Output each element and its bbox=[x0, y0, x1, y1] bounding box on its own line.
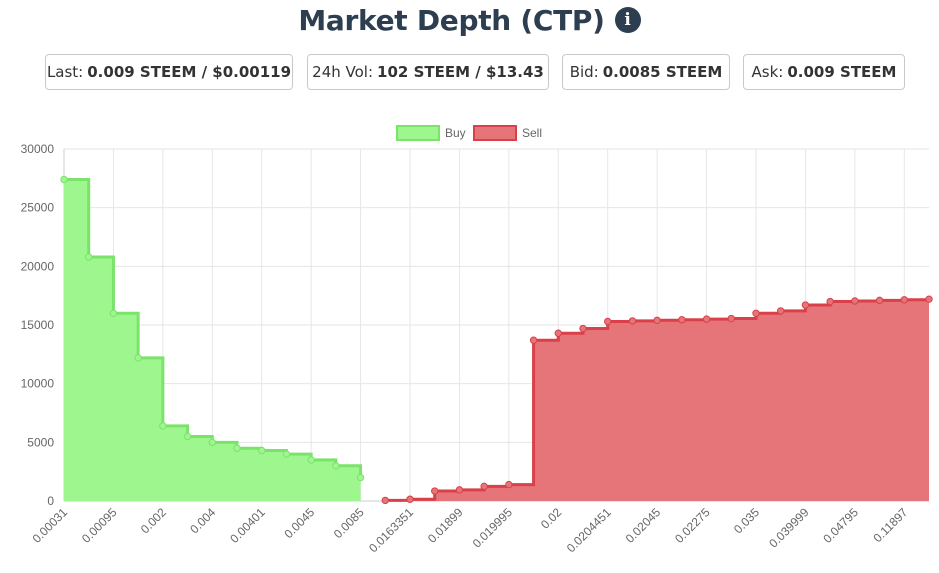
x-tick-label: 0.00031 bbox=[30, 505, 71, 546]
buy-series-point bbox=[208, 438, 216, 447]
x-tick-label: 0.002 bbox=[138, 505, 169, 536]
buy-series-point bbox=[60, 175, 68, 184]
x-tick-label: 0.04795 bbox=[820, 505, 861, 546]
y-tick-label: 20000 bbox=[21, 259, 55, 273]
x-tick-label: 0.11897 bbox=[870, 505, 910, 545]
sell-series-point bbox=[406, 495, 414, 503]
stat-bid-label: Bid: bbox=[569, 63, 599, 81]
sell-series-point bbox=[678, 316, 686, 324]
buy-series-point bbox=[307, 456, 315, 464]
sell-series-point bbox=[480, 482, 488, 491]
stat-last-label: Last: bbox=[46, 63, 84, 81]
sell-series-point bbox=[455, 486, 464, 494]
buy-series-point bbox=[233, 444, 241, 452]
sell-series-point bbox=[752, 309, 760, 317]
sell-series-point bbox=[900, 296, 908, 304]
sell-series-point bbox=[505, 480, 513, 489]
sell-series-point bbox=[653, 316, 661, 325]
buy-series-point bbox=[356, 473, 365, 482]
x-tick-label: 0.035 bbox=[731, 505, 762, 536]
sell-series-point bbox=[826, 297, 834, 306]
y-tick-label: 10000 bbox=[21, 377, 55, 391]
x-tick-label: 0.00401 bbox=[227, 505, 268, 546]
buy-series-point bbox=[183, 432, 192, 441]
x-tick-label: 0.02045 bbox=[623, 505, 664, 546]
legend-sell-swatch bbox=[473, 125, 517, 141]
sell-series-point bbox=[431, 487, 439, 495]
legend-buy-swatch bbox=[396, 125, 440, 141]
y-tick-label: 0 bbox=[47, 494, 54, 508]
x-tick-label: 0.0163351 bbox=[366, 505, 416, 555]
sell-series-point bbox=[851, 297, 859, 305]
x-tick-label: 0.0045 bbox=[281, 505, 317, 541]
stat-volume: 24h Vol: 102 STEEM / $13.43 bbox=[307, 54, 549, 90]
buy-series-point bbox=[85, 253, 93, 261]
buy-series-area bbox=[64, 179, 361, 502]
y-tick-label: 15000 bbox=[21, 318, 55, 332]
y-tick-label: 30000 bbox=[21, 142, 55, 156]
sell-series-point bbox=[777, 307, 785, 315]
buy-series-point bbox=[332, 462, 340, 470]
stat-volume-value: 102 STEEM / $13.43 bbox=[377, 63, 544, 81]
x-tick-label: 0.01899 bbox=[425, 505, 466, 546]
sell-series-point bbox=[554, 329, 562, 337]
page-header: Market Depth (CTP) i bbox=[0, 0, 939, 40]
sell-series-point bbox=[604, 317, 612, 326]
sell-series-point bbox=[875, 296, 884, 305]
sell-series-point bbox=[381, 496, 389, 505]
y-tick-label: 25000 bbox=[21, 201, 55, 215]
stat-ask-label: Ask: bbox=[751, 63, 784, 81]
legend-buy-label: Buy bbox=[445, 126, 466, 140]
stat-bid: Bid: 0.0085 STEEM bbox=[562, 54, 730, 90]
x-tick-label: 0.019995 bbox=[470, 505, 516, 551]
stat-last: Last: 0.009 STEEM / $0.00119 bbox=[45, 54, 293, 90]
sell-series-point bbox=[529, 336, 538, 344]
stat-ask-value: 0.009 STEEM bbox=[787, 63, 897, 81]
x-tick-label: 0.0204451 bbox=[564, 505, 614, 555]
stat-last-value: 0.009 STEEM / $0.00119 bbox=[87, 63, 292, 81]
x-tick-label: 0.00095 bbox=[79, 505, 120, 546]
sell-series-point bbox=[801, 301, 810, 309]
buy-series-point bbox=[159, 422, 167, 430]
buy-series-point bbox=[134, 354, 142, 362]
x-tick-label: 0.039999 bbox=[766, 505, 812, 551]
y-tick-label: 5000 bbox=[27, 435, 54, 449]
buy-series-point bbox=[258, 446, 266, 455]
sell-series-point bbox=[579, 324, 587, 333]
buy-series-point bbox=[109, 309, 118, 317]
sell-series-point bbox=[727, 314, 735, 323]
stat-bid-value: 0.0085 STEEM bbox=[602, 63, 723, 81]
sell-series-point bbox=[925, 295, 933, 303]
legend-sell-label: Sell bbox=[522, 126, 542, 140]
sell-series-point bbox=[702, 315, 711, 323]
sell-series-point bbox=[628, 317, 637, 325]
stat-volume-label: 24h Vol: bbox=[312, 63, 374, 81]
page-title: Market Depth (CTP) bbox=[298, 3, 605, 37]
x-tick-label: 0.02275 bbox=[672, 505, 713, 546]
stat-ask: Ask: 0.009 STEEM bbox=[743, 54, 905, 90]
buy-series-point bbox=[282, 450, 291, 458]
sell-series-area bbox=[385, 299, 929, 501]
x-tick-label: 0.0085 bbox=[331, 505, 367, 541]
x-tick-label: 0.02 bbox=[538, 505, 565, 532]
x-tick-label: 0.004 bbox=[187, 505, 218, 536]
info-icon[interactable]: i bbox=[614, 7, 641, 33]
stats-bar: Last: 0.009 STEEM / $0.00119 24h Vol: 10… bbox=[0, 54, 939, 90]
